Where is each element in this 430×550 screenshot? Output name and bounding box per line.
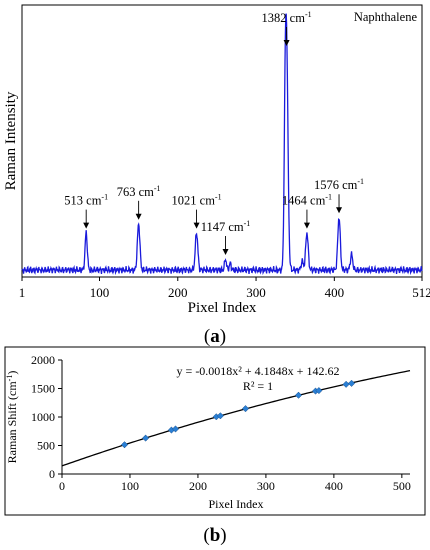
data-point bbox=[347, 379, 356, 387]
panel-a-x-tick-label: 400 bbox=[325, 285, 345, 300]
panel-b-calibration-fit: 0 100 200 300 400 500 0 500 1000 1500 2000 Raman S… bbox=[4, 346, 426, 546]
data-point bbox=[216, 412, 224, 420]
panel-a-plot-frame bbox=[21, 4, 423, 278]
panel-a-legend: Naphthalene bbox=[354, 10, 418, 24]
panel-b-x-tick-label: 400 bbox=[325, 479, 343, 493]
peak-label-value: 1576 cm bbox=[314, 178, 358, 192]
peak-label: 1147 cm-1 bbox=[201, 219, 251, 234]
data-point bbox=[342, 380, 350, 388]
peak-label: 1021 cm-1 bbox=[172, 193, 222, 208]
panel-a-x-tick-label: 512 bbox=[412, 285, 430, 300]
peak-annotation: 763 cm-1 bbox=[117, 184, 161, 220]
panel-b-x-tick-label: 0 bbox=[59, 479, 65, 493]
peak-label-sup: -1 bbox=[244, 219, 251, 228]
panel-b-y-tick-label: 1000 bbox=[31, 410, 55, 424]
peak-label-sup: -1 bbox=[101, 193, 108, 202]
peak-arrow-head bbox=[83, 222, 90, 229]
panel-b-x-axis-label: Pixel Index bbox=[209, 497, 264, 511]
panel-a-y-axis-label: Raman Intensity bbox=[3, 91, 19, 190]
panel-a-label: (a) bbox=[204, 326, 226, 347]
panel-b-r-squared: R² = 1 bbox=[243, 379, 273, 393]
panel-a-x-axis-label: Pixel Index bbox=[188, 300, 257, 316]
peak-label-value: 1464 cm bbox=[282, 194, 326, 208]
panel-b-x-tick-label: 300 bbox=[257, 479, 275, 493]
peak-annotation: 1382 cm-1 bbox=[262, 10, 312, 46]
panel-a-x-tick-label: 300 bbox=[246, 285, 266, 300]
panel-a-x-ticks: 1 100 200 300 400 512 bbox=[19, 277, 430, 300]
panel-a-label-close: ) bbox=[220, 326, 226, 347]
panel-b-y-tick-label: 2000 bbox=[31, 353, 55, 367]
peak-annotation: 1464 cm-1 bbox=[282, 193, 332, 229]
peak-annotation: 1147 cm-1 bbox=[201, 219, 251, 255]
panel-b-y-axis-label-end: ) bbox=[5, 371, 19, 375]
panel-b-ticks: 0 100 200 300 400 500 0 500 1000 1500 2000 bbox=[31, 353, 411, 493]
panel-b-y-axis-label-sup: -1 bbox=[5, 375, 14, 382]
panel-b-x-tick-label: 200 bbox=[189, 479, 207, 493]
panel-a-label-letter: a bbox=[210, 326, 220, 347]
peak-label-value: 1382 cm bbox=[262, 11, 306, 25]
data-point bbox=[171, 425, 180, 433]
panel-b-y-tick-label: 500 bbox=[37, 439, 55, 453]
panel-b-x-tick-label: 100 bbox=[121, 479, 139, 493]
peak-label-sup: -1 bbox=[154, 184, 161, 193]
peak-arrow-head bbox=[193, 222, 200, 229]
peak-label-sup: -1 bbox=[357, 177, 364, 186]
panel-b-y-tick-label: 1500 bbox=[31, 382, 55, 396]
panel-b-y-axis-label-main: Raman Shift (cm bbox=[5, 381, 19, 464]
data-point bbox=[241, 405, 250, 413]
data-point bbox=[142, 434, 150, 442]
panel-b-y-tick-label: 0 bbox=[49, 467, 55, 481]
peak-label: 1576 cm-1 bbox=[314, 177, 364, 192]
data-point bbox=[294, 391, 303, 399]
peak-arrow-head bbox=[135, 213, 142, 220]
panel-b-label-open: ( bbox=[203, 525, 209, 546]
data-point bbox=[120, 441, 129, 449]
panel-b-y-axis-label: Raman Shift (cm-1) bbox=[5, 371, 19, 464]
peak-annotation: 513 cm-1 bbox=[64, 193, 108, 229]
peak-label-sup: -1 bbox=[325, 193, 332, 202]
panel-a-x-tick-label: 100 bbox=[90, 285, 110, 300]
peak-label: 1382 cm-1 bbox=[262, 10, 312, 25]
data-point bbox=[315, 386, 323, 395]
peak-label: 513 cm-1 bbox=[64, 193, 108, 208]
panel-b-data-points bbox=[120, 379, 356, 449]
panel-a-spectrum-line bbox=[21, 13, 423, 276]
panel-b-label-close: ) bbox=[220, 525, 226, 546]
peak-label-sup: -1 bbox=[215, 193, 222, 202]
peak-arrow-head bbox=[303, 222, 310, 229]
panel-a-x-tick-label: 200 bbox=[168, 285, 188, 300]
peak-arrow-head bbox=[222, 249, 229, 255]
panel-b-fit-curve bbox=[61, 370, 411, 467]
panel-a-label-open: ( bbox=[204, 326, 210, 347]
peak-arrow-head bbox=[283, 40, 290, 46]
panel-b-equation: y = -0.0018x² + 4.1848x + 142.62 bbox=[177, 364, 340, 378]
peak-label-sup: -1 bbox=[305, 10, 312, 19]
panel-b-x-tick-label: 500 bbox=[393, 479, 411, 493]
peak-label-value: 513 cm bbox=[64, 194, 101, 208]
panel-b-frame bbox=[4, 346, 426, 516]
peak-label-value: 763 cm bbox=[117, 185, 154, 199]
panel-b-label: (b) bbox=[203, 525, 226, 546]
peak-annotation: 1576 cm-1 bbox=[314, 177, 364, 214]
panel-a-raman-spectrum: Naphthalene Raman Intensity Pixel Index … bbox=[3, 4, 430, 347]
peak-label: 763 cm-1 bbox=[117, 184, 161, 199]
panel-a-x-tick-label: 1 bbox=[19, 285, 26, 300]
peak-arrow-head bbox=[336, 207, 343, 214]
peak-label-value: 1021 cm bbox=[172, 194, 216, 208]
peak-label: 1464 cm-1 bbox=[282, 193, 332, 208]
peak-label-value: 1147 cm bbox=[201, 220, 244, 234]
peak-annotation: 1021 cm-1 bbox=[172, 193, 222, 229]
panel-b-label-letter: b bbox=[210, 525, 221, 546]
